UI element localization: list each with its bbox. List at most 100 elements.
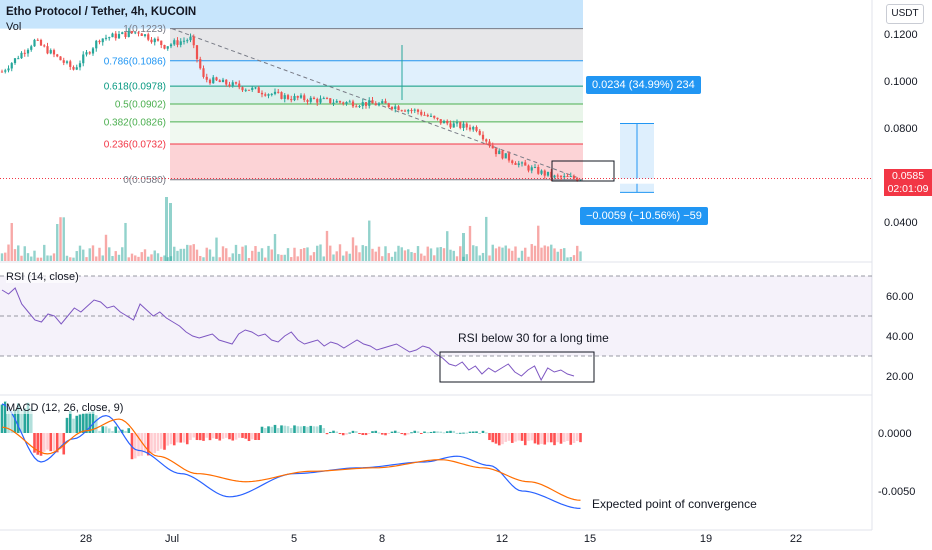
fib-level-label: 0.382(0.0826) bbox=[104, 117, 166, 128]
macd-histogram-group bbox=[0, 401, 582, 460]
volume-bar bbox=[481, 252, 485, 261]
candle-body bbox=[173, 40, 176, 45]
candle-body bbox=[559, 176, 563, 178]
macd-histogram-bar bbox=[488, 433, 491, 441]
candle-body bbox=[13, 58, 17, 64]
time-axis-label: 22 bbox=[790, 533, 802, 545]
candle-body bbox=[205, 76, 208, 80]
volume-bar bbox=[134, 255, 137, 261]
macd-histogram-bar bbox=[429, 431, 433, 433]
candle-body bbox=[520, 162, 524, 164]
volume-bar bbox=[65, 255, 69, 261]
candle-body bbox=[234, 82, 238, 84]
candle-body bbox=[537, 166, 540, 174]
candle-body bbox=[59, 56, 62, 61]
candle-body bbox=[550, 171, 553, 178]
volume-bar bbox=[39, 257, 43, 261]
fib-zone bbox=[170, 121, 583, 144]
macd-axis-label: 0.0000 bbox=[878, 428, 912, 440]
macd-histogram-bar bbox=[569, 433, 573, 445]
volume-bar bbox=[537, 225, 540, 261]
candle-body bbox=[163, 44, 166, 49]
candle-body bbox=[17, 58, 20, 60]
candle-body bbox=[88, 52, 91, 54]
candle-body bbox=[481, 134, 485, 140]
candle-body bbox=[140, 33, 143, 36]
volume-bar bbox=[179, 248, 182, 261]
volume-bar bbox=[572, 255, 576, 261]
volume-bar bbox=[511, 250, 514, 261]
macd-histogram-bar bbox=[182, 433, 186, 443]
candle-body bbox=[371, 100, 374, 104]
macd-histogram-bar bbox=[549, 433, 553, 443]
candle-body bbox=[485, 139, 488, 142]
macd-histogram-bar bbox=[137, 433, 140, 457]
price-axis-label: 0.1200 bbox=[884, 29, 918, 41]
currency-button[interactable]: USDT bbox=[886, 4, 924, 24]
volume-bar bbox=[228, 257, 231, 261]
candle-body bbox=[517, 163, 520, 165]
candle-body bbox=[215, 77, 218, 81]
candle-body bbox=[10, 63, 13, 69]
macd-histogram-bar bbox=[244, 433, 248, 439]
volume-bar bbox=[251, 250, 254, 261]
volume-bar bbox=[231, 253, 234, 261]
volume-bar bbox=[416, 246, 420, 261]
volume-bar bbox=[387, 253, 390, 261]
volume-bar bbox=[195, 249, 199, 261]
candle-body bbox=[65, 61, 69, 63]
volume-bar bbox=[156, 253, 160, 261]
macd-histogram-bar bbox=[445, 431, 449, 433]
candle-body bbox=[134, 32, 137, 34]
candle-body bbox=[501, 150, 504, 159]
candle-body bbox=[153, 38, 156, 43]
volume-bar bbox=[260, 248, 264, 261]
macd-histogram-bar bbox=[455, 432, 459, 434]
macd-histogram-bar bbox=[439, 431, 443, 433]
fib-zone bbox=[170, 143, 583, 180]
candle-body bbox=[299, 95, 303, 98]
macd-histogram-bar bbox=[267, 426, 270, 433]
volume-bar bbox=[433, 255, 436, 261]
macd-histogram-bar bbox=[553, 433, 556, 446]
time-axis-label: 5 bbox=[291, 533, 297, 545]
macd-histogram-bar bbox=[101, 426, 105, 433]
chart-title: Etho Protocol / Tether, 4h, KUCOIN bbox=[6, 6, 197, 18]
macd-histogram-bar bbox=[400, 433, 404, 435]
volume-bar bbox=[49, 255, 52, 261]
macd-histogram-bar bbox=[202, 433, 205, 441]
candle-body bbox=[231, 82, 234, 87]
volume-bar bbox=[30, 256, 33, 261]
candle-body bbox=[413, 109, 416, 111]
measure-up-label: 0.0234 (34.99%) 234 bbox=[586, 76, 701, 94]
candle-body bbox=[322, 98, 325, 100]
macd-histogram-bar bbox=[198, 433, 202, 441]
macd-histogram-bar bbox=[117, 430, 121, 433]
macd-histogram-bar bbox=[104, 426, 108, 433]
macd-histogram-bar bbox=[325, 433, 329, 435]
candle-body bbox=[78, 63, 82, 68]
volume-bar bbox=[241, 246, 244, 261]
candle-body bbox=[316, 99, 319, 103]
time-axis-label: 28 bbox=[80, 533, 92, 545]
candle-body bbox=[228, 84, 231, 87]
macd-histogram-bar bbox=[491, 433, 495, 443]
candle-body bbox=[4, 70, 7, 72]
volume-bar bbox=[410, 252, 413, 261]
candle-body bbox=[325, 98, 329, 100]
volume-bar bbox=[176, 250, 179, 261]
volume-bar bbox=[26, 253, 30, 261]
candle-body bbox=[179, 41, 182, 45]
volume-bar bbox=[299, 249, 303, 261]
macd-histogram-bar bbox=[273, 424, 277, 433]
candle-body bbox=[186, 40, 189, 42]
volume-bar bbox=[478, 255, 481, 261]
candle-body bbox=[377, 103, 381, 106]
countdown-tag: 02:01:09 bbox=[884, 183, 932, 196]
macd-histogram-bar bbox=[462, 432, 465, 434]
volume-bar bbox=[465, 254, 468, 261]
fib-zone bbox=[170, 104, 583, 122]
macd-histogram-bar bbox=[120, 429, 124, 433]
macd-histogram-bar bbox=[185, 433, 189, 445]
candle-body bbox=[459, 122, 462, 128]
